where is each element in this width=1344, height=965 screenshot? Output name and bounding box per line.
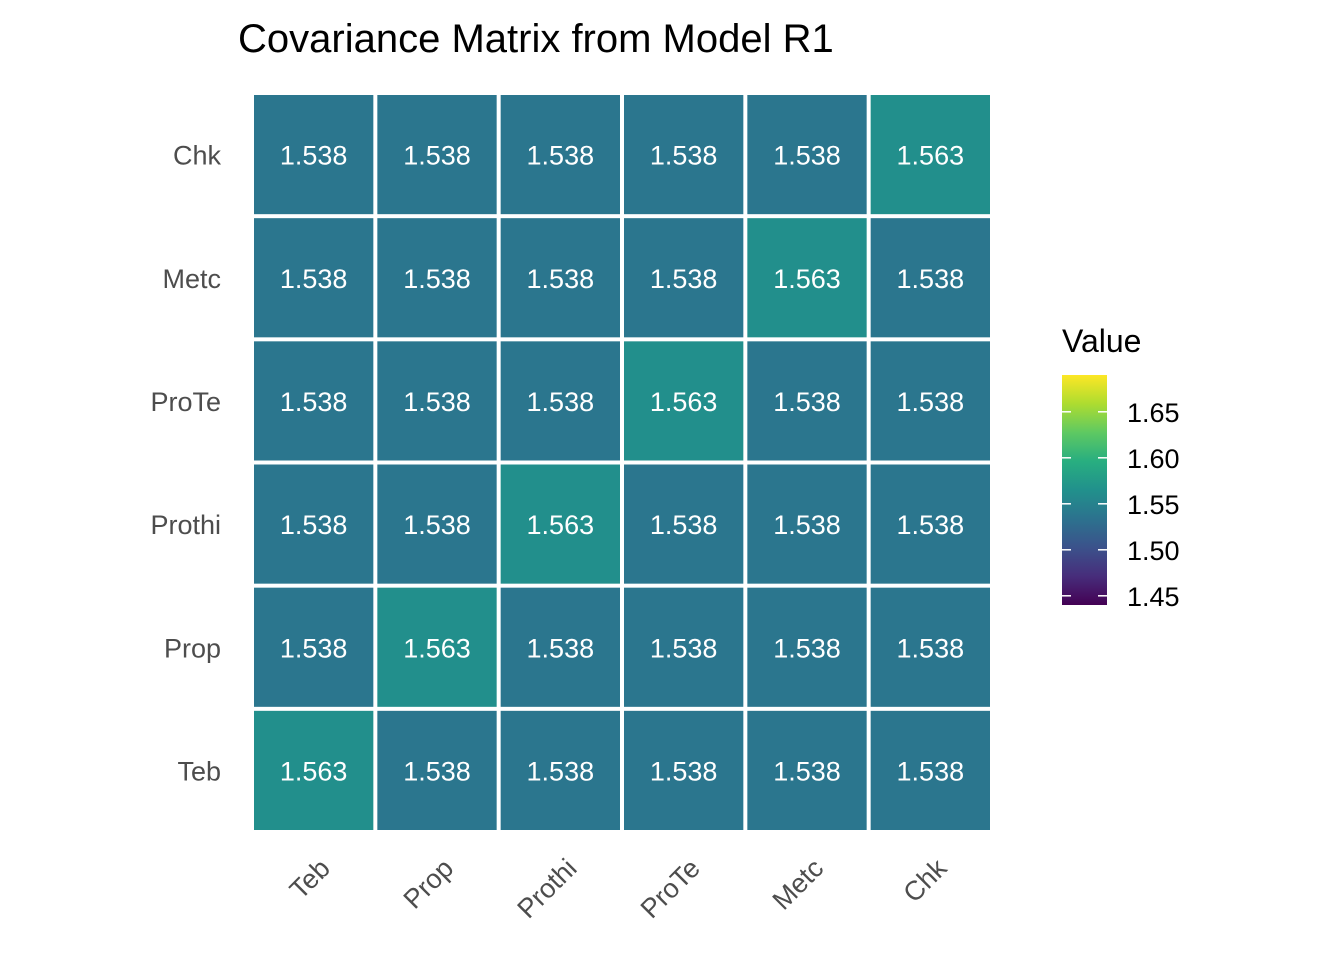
heatmap-cell-prothi-chk xyxy=(870,464,990,584)
heatmap-cell-metc-metc xyxy=(747,218,867,338)
heatmap-cell-prote-prote xyxy=(624,341,744,461)
heatmap-cell-metc-teb xyxy=(254,218,374,338)
heatmap-cell-chk-prop xyxy=(377,95,497,215)
legend-tick-label: 1.60 xyxy=(1127,444,1180,474)
cell-value-label: 1.538 xyxy=(650,510,718,540)
heatmap-cell-metc-chk xyxy=(870,218,990,338)
legend-colorbar xyxy=(1062,375,1107,605)
cell-value-label: 1.538 xyxy=(527,633,595,663)
heatmap-cell-prothi-teb xyxy=(254,464,374,584)
heatmap-cell-prote-prop xyxy=(377,341,497,461)
heatmap-cell-teb-prote xyxy=(624,710,744,830)
legend-tick-label: 1.65 xyxy=(1127,398,1180,428)
cell-value-label: 1.563 xyxy=(897,141,965,171)
cell-value-label: 1.538 xyxy=(280,633,348,663)
heatmap-cell-prop-teb xyxy=(254,587,374,707)
heatmap-cells xyxy=(254,95,990,830)
cell-value-label: 1.563 xyxy=(403,633,471,663)
cell-value-label: 1.538 xyxy=(527,264,595,294)
x-axis: Teb Prop Prothi ProTe Metc Chk xyxy=(284,853,953,924)
heatmap-cell-metc-prop xyxy=(377,218,497,338)
heatmap-cell-prop-metc xyxy=(747,587,867,707)
cell-value-label: 1.538 xyxy=(280,264,348,294)
cell-value-label: 1.538 xyxy=(280,387,348,417)
cell-value-label: 1.538 xyxy=(650,633,718,663)
heatmap-cell-metc-prote xyxy=(624,218,744,338)
y-axis: Teb Prop Prothi ProTe Metc Chk xyxy=(150,141,221,787)
cell-value-label: 1.538 xyxy=(650,756,718,786)
heatmap-cell-prote-prothi xyxy=(500,341,620,461)
heatmap-cell-prothi-prote xyxy=(624,464,744,584)
heatmap-cell-prote-teb xyxy=(254,341,374,461)
heatmap-cell-teb-chk xyxy=(870,710,990,830)
heatmap-cell-chk-prote xyxy=(624,95,744,215)
cell-value-label: 1.538 xyxy=(897,756,965,786)
heatmap-cell-prothi-prop xyxy=(377,464,497,584)
cell-value-label: 1.538 xyxy=(897,633,965,663)
heatmap-cell-chk-chk xyxy=(870,95,990,215)
heatmap-cell-prothi-metc xyxy=(747,464,867,584)
heatmap-cell-prop-prop xyxy=(377,587,497,707)
heatmap-cell-chk-prothi xyxy=(500,95,620,215)
cell-value-label: 1.538 xyxy=(403,510,471,540)
cell-value-label: 1.538 xyxy=(403,141,471,171)
heatmap-cell-prop-prothi xyxy=(500,587,620,707)
x-tick-label: Prop xyxy=(398,853,460,915)
cell-value-label: 1.538 xyxy=(527,756,595,786)
cell-value-label: 1.538 xyxy=(527,387,595,417)
cell-value-label: 1.563 xyxy=(650,387,718,417)
heatmap-cell-metc-prothi xyxy=(500,218,620,338)
heatmap-cell-chk-metc xyxy=(747,95,867,215)
cell-value-label: 1.538 xyxy=(403,264,471,294)
cell-value-label: 1.538 xyxy=(773,141,841,171)
cell-value-label: 1.563 xyxy=(280,756,348,786)
cell-value-label: 1.563 xyxy=(527,510,595,540)
legend-title: Value xyxy=(1062,323,1141,359)
x-tick-label: Metc xyxy=(767,853,830,916)
cell-labels: 1.563 1.538 1.538 1.538 1.538 1.538 1.538 1.563… xyxy=(280,141,964,787)
heatmap-cell-prote-chk xyxy=(870,341,990,461)
cell-value-label: 1.538 xyxy=(773,756,841,786)
heatmap-cell-teb-metc xyxy=(747,710,867,830)
cell-value-label: 1.538 xyxy=(280,141,348,171)
cell-value-label: 1.563 xyxy=(773,264,841,294)
cell-value-label: 1.538 xyxy=(773,510,841,540)
heatmap-cell-teb-teb xyxy=(254,710,374,830)
heatmap-cell-teb-prothi xyxy=(500,710,620,830)
legend-tick-label: 1.50 xyxy=(1127,536,1180,566)
cell-value-label: 1.538 xyxy=(773,387,841,417)
x-tick-label: Teb xyxy=(284,853,336,905)
y-tick-label: Metc xyxy=(162,264,221,294)
cell-value-label: 1.538 xyxy=(403,387,471,417)
x-tick-label: Prothi xyxy=(511,853,582,924)
legend-tick-label: 1.55 xyxy=(1127,490,1180,520)
cell-value-label: 1.538 xyxy=(650,141,718,171)
y-tick-label: ProTe xyxy=(150,387,221,417)
color-legend: Value 1.45 1.50 1.55 1.60 1.65 xyxy=(1062,323,1180,612)
heatmap-cell-prote-metc xyxy=(747,341,867,461)
heatmap-cell-chk-teb xyxy=(254,95,374,215)
x-tick-label: Chk xyxy=(897,853,953,909)
cell-value-label: 1.538 xyxy=(527,141,595,171)
chart-title: Covariance Matrix from Model R1 xyxy=(238,17,834,61)
legend-tick-label: 1.45 xyxy=(1127,582,1180,612)
y-tick-label: Chk xyxy=(173,141,222,171)
cell-value-label: 1.538 xyxy=(897,510,965,540)
cell-value-label: 1.538 xyxy=(897,264,965,294)
cell-value-label: 1.538 xyxy=(403,756,471,786)
heatmap-cell-prop-chk xyxy=(870,587,990,707)
heatmap-cell-teb-prop xyxy=(377,710,497,830)
y-tick-label: Prop xyxy=(164,633,221,663)
cell-value-label: 1.538 xyxy=(280,510,348,540)
cell-value-label: 1.538 xyxy=(897,387,965,417)
cell-value-label: 1.538 xyxy=(773,633,841,663)
x-tick-label: ProTe xyxy=(635,853,706,924)
cell-value-label: 1.538 xyxy=(650,264,718,294)
heatmap-cell-prothi-prothi xyxy=(500,464,620,584)
y-tick-label: Teb xyxy=(177,756,221,786)
heatmap-cell-prop-prote xyxy=(624,587,744,707)
y-tick-label: Prothi xyxy=(150,510,221,540)
